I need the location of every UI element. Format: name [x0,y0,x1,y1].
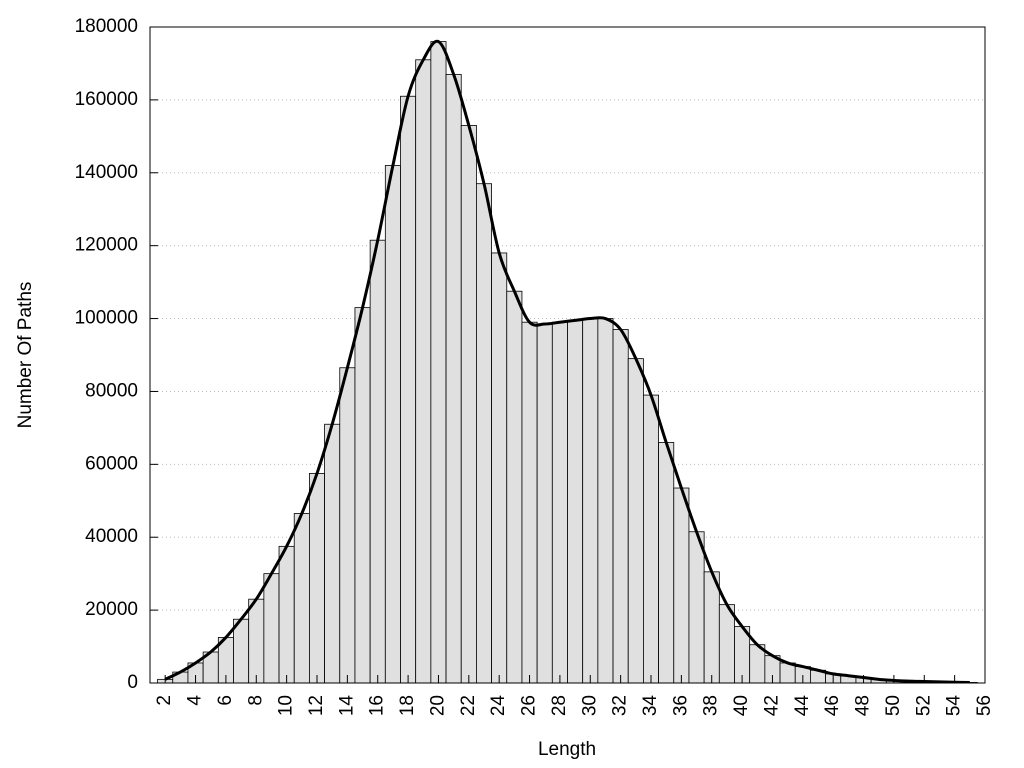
bar [384,165,401,683]
y-tick-label: 120000 [75,235,138,256]
y-tick-label: 140000 [75,162,138,183]
x-tick-label: 44 [792,695,813,717]
x-tick-label: 18 [397,695,418,716]
curve [164,39,970,683]
bar [369,239,386,683]
x-tick-label: 22 [458,695,479,716]
y-tick-label: 180000 [75,16,138,37]
x-tick-label: 54 [944,695,965,717]
bar [688,531,705,683]
bar [324,423,341,683]
x-tick-label: 4 [185,695,206,706]
plot-area [150,39,985,683]
y-tick-label: 100000 [75,308,138,329]
x-tick-label: 38 [701,695,722,716]
bar [400,95,417,683]
x-tick-label: 42 [761,695,782,716]
x-tick-label: 52 [913,695,934,716]
y-tick-label: 20000 [85,599,138,620]
x-tick-label: 30 [579,695,600,716]
bar [673,487,690,683]
x-tick-label: 50 [883,695,904,716]
bar [582,318,599,683]
y-tick-label: 60000 [85,453,138,474]
bar [476,183,492,683]
bar [293,513,310,683]
y-tick-label: 160000 [75,89,138,110]
bar [460,125,477,683]
y-tick-label: 40000 [85,526,138,547]
y-axis-label: Number Of Paths [15,282,36,429]
bar [263,573,280,683]
bar [521,321,538,683]
bar [643,394,659,683]
bar [339,367,356,683]
x-tick-label: 24 [488,695,509,717]
x-tick-label: 28 [549,695,570,716]
bar [278,545,295,683]
x-tick-label: 34 [640,695,661,717]
x-tick-label: 8 [245,695,266,706]
x-tick-label: 14 [336,695,357,717]
bar [567,319,584,683]
y-tick-label: 80000 [85,380,138,401]
x-tick-label: 20 [427,695,448,716]
bar [248,598,265,683]
bar [506,290,523,683]
bar [703,571,720,683]
x-tick-label: 26 [519,695,540,716]
bar [233,618,250,683]
bar [491,252,508,683]
bar [536,323,553,683]
x-tick-label: 32 [610,695,631,716]
bar [430,41,447,683]
x-tick-label: 16 [367,695,388,716]
x-tick-label: 10 [276,695,297,716]
bar [718,604,735,683]
x-tick-label: 6 [215,695,236,706]
bar [627,358,644,683]
x-tick-label: 12 [306,695,327,716]
bar [551,321,568,683]
bar [658,442,675,683]
x-tick-label: 36 [670,695,691,716]
bar [612,329,629,683]
x-tick-label: 40 [731,695,752,716]
x-tick-label: 46 [822,695,843,716]
plot-frame [149,26,986,684]
x-tick-label: 2 [154,695,175,706]
bar [415,59,432,683]
x-axis-label: Length [538,739,596,760]
bar [445,73,462,683]
bar [309,473,325,683]
y-tick-label: 0 [127,672,138,693]
bar [354,307,371,683]
x-tick-label: 48 [853,695,874,716]
bar [597,318,614,683]
x-tick-label: 56 [974,695,995,716]
